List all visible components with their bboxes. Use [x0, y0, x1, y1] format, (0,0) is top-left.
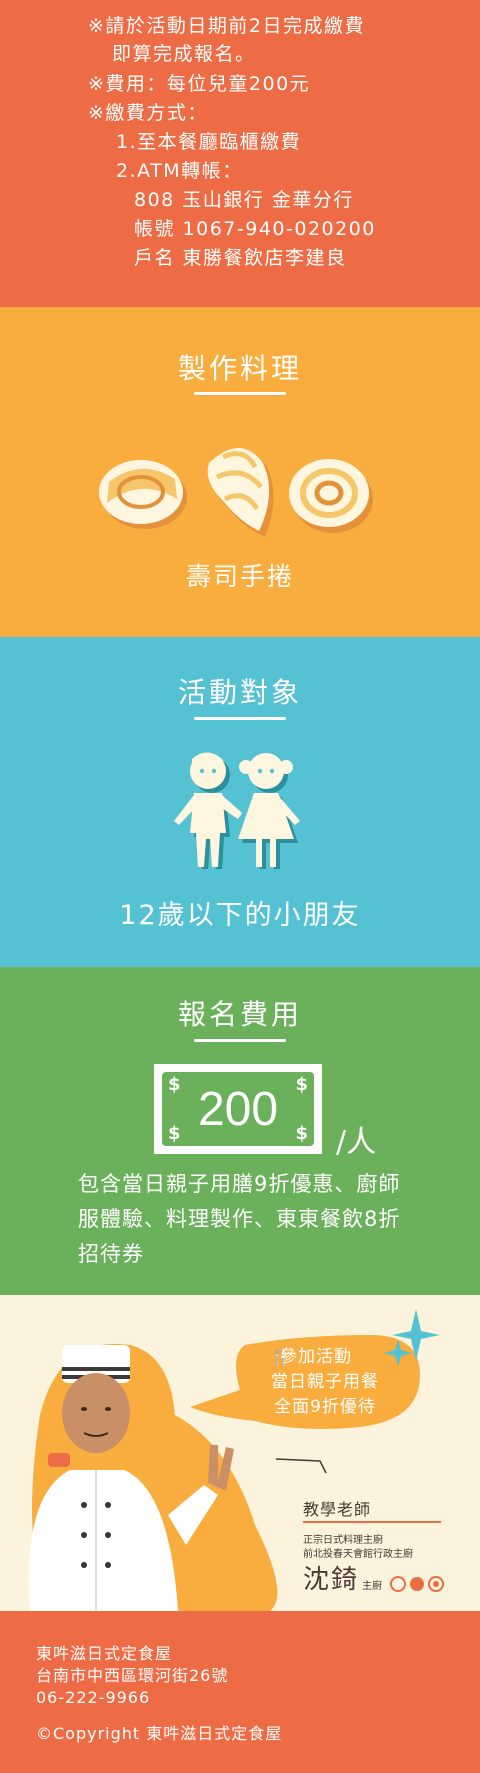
fee-amount: 200 [197, 1083, 279, 1136]
footer-copyright: ©Copyright 東吽滋日式定食屋 [36, 1724, 283, 1743]
target-audience: 12歲以下的小朋友 [119, 900, 361, 931]
maki-icon [289, 459, 373, 533]
payment-note-line: ※費用：每位兒童200元 [88, 73, 311, 95]
chef-figure [28, 1345, 234, 1611]
footer: 東吽滋日式定食屋 台南市中西區環河街26號 06-222-9966 ©Copyr… [0, 1611, 480, 1773]
dollar-sign-icon: $ [168, 1123, 181, 1144]
fee-description: 包含當日親子用膳9折優惠、廚師服體驗、料理製作、東東餐飲8折招待券 [78, 1172, 401, 1266]
teacher-credential: 正宗日式料理主廚 [303, 1535, 383, 1546]
sushi-illustration [99, 448, 373, 537]
fee-section: 報名費用 $ $ $ $ 200 /人 包含當日親子用膳9折優惠、廚師服體驗、料… [0, 967, 480, 1295]
bill-face: $ $ $ $ 200 [162, 1072, 314, 1146]
payment-note-line: 808 玉山銀行 金華分行 [134, 189, 354, 211]
payment-note-line: ※請於活動日期前2日完成繳費 [88, 15, 366, 37]
promo-line-2: 當日親子用餐 [271, 1372, 379, 1392]
payment-note-line: ※繳費方式： [88, 102, 208, 124]
sushi-roll-icon [99, 460, 187, 529]
title-underline [194, 717, 286, 720]
dollar-bill-icon: $ $ $ $ 200 [154, 1064, 322, 1154]
teacher-label-rule [303, 1521, 441, 1523]
sparkle-icon [384, 1339, 412, 1367]
teacher-name: 沈錡 [303, 1565, 360, 1595]
payment-note-line: 2.ATM轉帳： [116, 160, 243, 182]
speech-bubble [190, 1335, 420, 1429]
teacher-credential: 前北投春天會館行政主廚 [303, 1549, 413, 1560]
title-underline [194, 392, 286, 395]
dollar-sign-icon: $ [295, 1074, 308, 1095]
fee-title: 報名費用 [177, 998, 302, 1031]
payment-notes-section: ※請於活動日期前2日完成繳費 即算完成報名。 ※費用：每位兒童200元 ※繳費方… [0, 0, 480, 307]
teacher-role: 主廚 [362, 1581, 382, 1592]
teacher-background [28, 1309, 440, 1611]
teacher-section: 🍴 參加活動 當日親子用餐 全面9折優待 教學老師 正宗日式料理主廚 前北投春天… [0, 1295, 480, 1611]
footer-address: 台南市中西區環河街26號 [36, 1666, 229, 1685]
sparkle-icon [392, 1309, 440, 1361]
target-title: 活動對象 [177, 676, 302, 709]
promo-line-3: 全面9折優待 [274, 1397, 376, 1417]
footer-store-name: 東吽滋日式定食屋 [36, 1644, 173, 1663]
payment-note-line: 即算完成報名。 [112, 43, 256, 65]
payment-note-line: 帳號 1067-940-020200 [134, 218, 376, 240]
cooking-section: 製作料理 壽司手捲 [0, 307, 480, 637]
dollar-sign-icon: $ [295, 1123, 308, 1144]
teacher-label: 教學老師 [303, 1500, 372, 1519]
cooking-dish: 壽司手捲 [185, 562, 294, 591]
nigiri-icon [207, 448, 274, 537]
cooking-title: 製作料理 [177, 352, 302, 385]
fork-knife-icon: 🍴 [270, 1347, 290, 1366]
children-icon [174, 752, 300, 869]
payment-note-line: 1.至本餐廳臨櫃繳費 [116, 131, 302, 153]
payment-note-line: 戶名 東勝餐飲店李建良 [134, 247, 347, 269]
fee-unit: /人 [336, 1125, 377, 1160]
dollar-sign-icon: $ [168, 1074, 181, 1095]
footer-phone: 06-222-9966 [36, 1688, 151, 1707]
title-underline [194, 1039, 286, 1042]
target-section: 活動對象 12歲以下的小朋友 [0, 637, 480, 967]
promo-line-1: 參加活動 [280, 1347, 352, 1367]
sushi-mini-icons [390, 1576, 444, 1592]
